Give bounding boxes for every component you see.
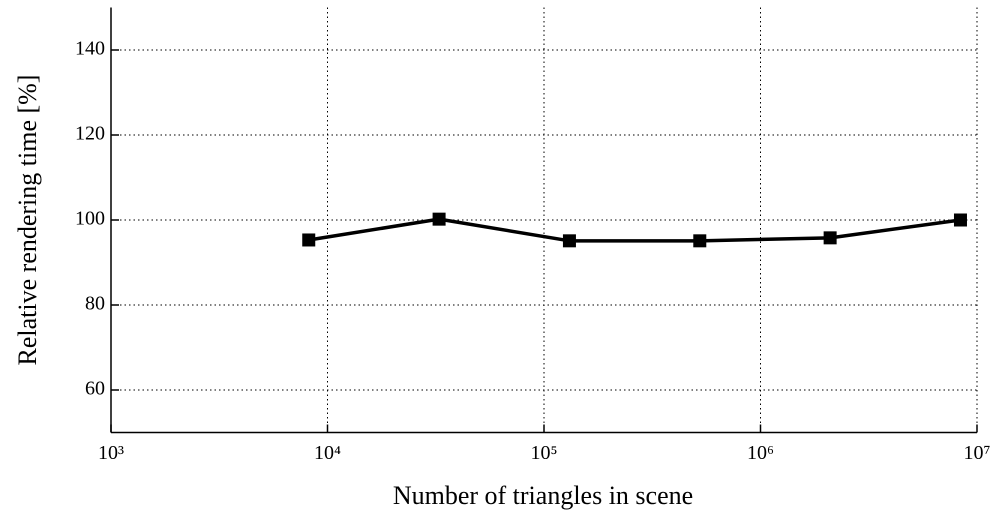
x-tick-label: 10⁶ bbox=[747, 442, 774, 464]
y-tick-label: 140 bbox=[75, 38, 105, 60]
marker bbox=[562, 234, 576, 248]
y-tick-label: 80 bbox=[85, 293, 105, 315]
x-tick-label: 10⁵ bbox=[531, 442, 558, 464]
marker bbox=[432, 212, 446, 226]
marker bbox=[302, 233, 316, 247]
marker bbox=[693, 234, 707, 248]
y-tick-label: 120 bbox=[75, 123, 105, 145]
marker bbox=[823, 231, 837, 245]
y-axis-label: Relative rendering time [%] bbox=[13, 75, 42, 366]
y-tick-label: 100 bbox=[75, 208, 105, 230]
x-tick-label: 10⁷ bbox=[964, 442, 991, 464]
x-axis-label: Number of triangles in scene bbox=[393, 481, 693, 510]
line bbox=[308, 217, 961, 243]
y-tick-label: 60 bbox=[85, 378, 105, 400]
marker bbox=[953, 213, 967, 227]
x-tick-label: 10⁴ bbox=[314, 442, 341, 464]
x-tick-label: 10³ bbox=[98, 442, 124, 464]
